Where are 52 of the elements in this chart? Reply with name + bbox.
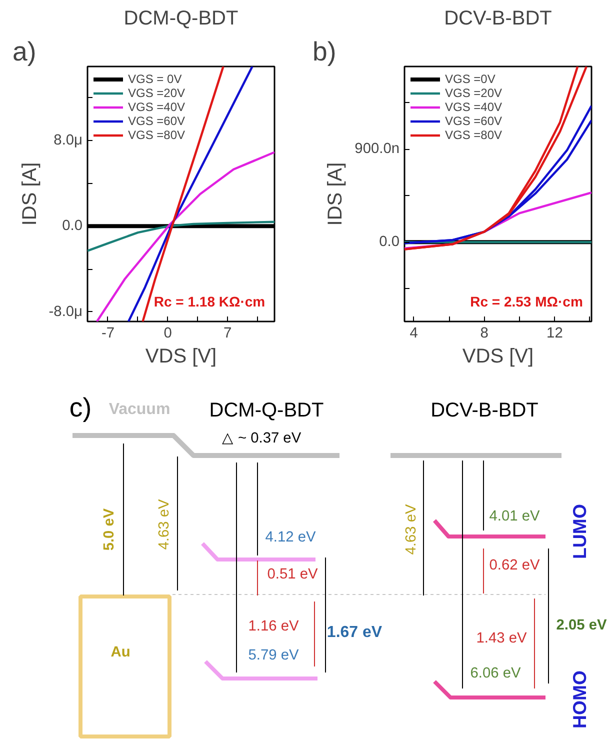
y-tick-label: 0.0 <box>379 234 400 250</box>
text: 0.51 eV <box>267 566 318 582</box>
text: 1.67 eV <box>326 624 382 641</box>
legend-label: VGS =60V <box>128 114 186 128</box>
y-tick-label: -8.0μ <box>48 304 83 320</box>
text: 5.0 eV <box>102 508 118 551</box>
legend-label: VGS =0V <box>445 72 496 86</box>
text: DCV-B-BDT <box>430 400 538 422</box>
y-tick-label: 0.0 <box>62 218 82 234</box>
y-axis-title: IDS [A] <box>18 162 41 226</box>
text: 4.63 eV <box>404 504 420 555</box>
text: a) <box>12 36 36 66</box>
text: Vacuum <box>108 401 170 418</box>
x-tick-label: 4 <box>410 326 418 342</box>
x-tick-label: 8 <box>480 326 488 342</box>
text: 4.01 eV <box>489 508 540 524</box>
text: DCM-Q-BDT <box>209 400 324 422</box>
legend-label: VGS =40V <box>128 100 186 114</box>
legend-label: VGS =60V <box>445 114 502 128</box>
legend-label: VGS =80V <box>445 128 502 142</box>
x-tick-label: 12 <box>546 326 563 342</box>
text: 2.05 eV <box>556 618 607 634</box>
y-tick-label: 8.0μ <box>54 132 83 148</box>
text: 5.79 eV <box>248 648 299 664</box>
text: 1.43 eV <box>476 630 527 646</box>
annotation: Rc = 1.18 KΩ·cm <box>154 294 266 310</box>
legend-label: VGS = 0V <box>128 72 182 86</box>
text: 6.06 eV <box>470 666 521 682</box>
chart-title: DCM-Q-BDT <box>124 8 238 30</box>
text: 0.62 eV <box>489 558 540 574</box>
text: b) <box>312 36 336 66</box>
x-axis-title: VDS [V] <box>145 346 217 368</box>
legend-label: VGS =80V <box>128 128 186 142</box>
x-tick-label: 7 <box>223 326 232 342</box>
legend-label: VGS =40V <box>445 100 502 114</box>
text: 4.63 eV <box>156 499 172 550</box>
text: LUMO <box>569 504 590 559</box>
text: 4.12 eV <box>265 530 316 546</box>
text: c) <box>69 392 92 422</box>
y-tick-label: 900.0n <box>354 141 400 158</box>
x-tick-label: -7 <box>101 326 115 342</box>
chart-title: DCV-B-BDT <box>444 8 552 30</box>
text: △ ~ 0.37 eV <box>222 430 302 446</box>
legend-label: VGS =20V <box>128 86 186 100</box>
x-tick-label: 0 <box>164 326 172 342</box>
text: 1.16 eV <box>248 618 299 634</box>
text: Au <box>110 644 130 660</box>
annotation: Rc = 2.53 MΩ·cm <box>470 294 583 310</box>
y-axis-title: IDS [A] <box>324 162 347 226</box>
text: HOMO <box>569 670 590 729</box>
legend-label: VGS =20V <box>445 86 502 100</box>
x-axis-title: VDS [V] <box>462 346 534 368</box>
